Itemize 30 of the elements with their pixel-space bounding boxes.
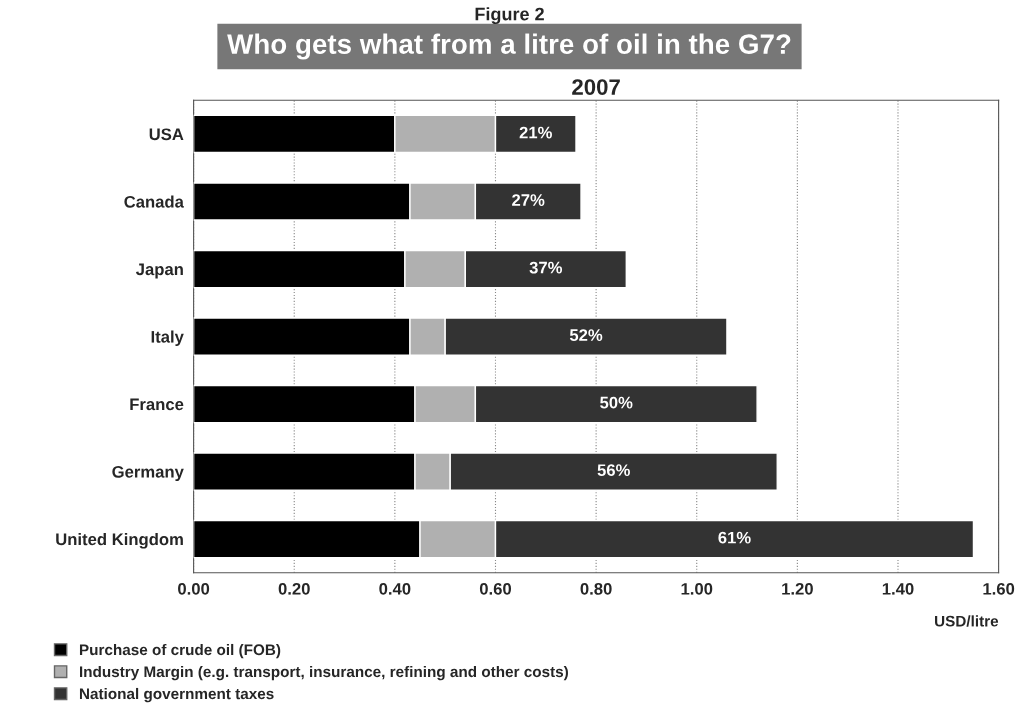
x-tick-label: 0.80: [580, 582, 612, 595]
y-tick-label: United Kingdom: [56, 533, 183, 549]
caption: Figure 2: [475, 7, 544, 25]
x-tick-label: 0.60: [479, 582, 512, 595]
chart-title: Who gets what from a litre of oil in the G7?: [227, 33, 791, 60]
y-tick-label: Canada: [124, 195, 184, 208]
y-tick-label: Japan: [135, 263, 183, 279]
annotation: 37%: [529, 261, 563, 274]
legend-label: National government taxes: [79, 687, 274, 703]
x-tick-label: 1.40: [882, 582, 914, 595]
annotation: 27%: [512, 194, 545, 206]
chart-subtitle: 2007: [572, 79, 620, 95]
legend-label: Purchase of crude oil (FOB): [79, 643, 281, 659]
x-tick-label: 1.20: [782, 582, 813, 595]
y-tick-label: France: [130, 398, 184, 411]
x-tick-label: 1.60: [983, 582, 1015, 595]
y-tick-label: Italy: [151, 330, 184, 347]
annotation: 52%: [569, 329, 603, 341]
y-tick-label: Germany: [112, 465, 184, 482]
x-tick-label: 1.00: [681, 582, 713, 595]
x-tick-label: 0.40: [379, 582, 411, 595]
legend-label: Industry Margin (e.g. transport, insurance, refining and other costs): [79, 665, 568, 681]
annotation: 61%: [718, 531, 751, 544]
x-tick-label: 0.20: [278, 582, 310, 595]
annotation: 21%: [519, 126, 552, 139]
x-axis-title: USD/litre: [935, 615, 999, 627]
x-tick-label: 0.00: [178, 582, 210, 595]
annotation: 50%: [600, 396, 633, 409]
annotation: 56%: [597, 464, 630, 477]
y-tick-label: USA: [149, 128, 184, 141]
